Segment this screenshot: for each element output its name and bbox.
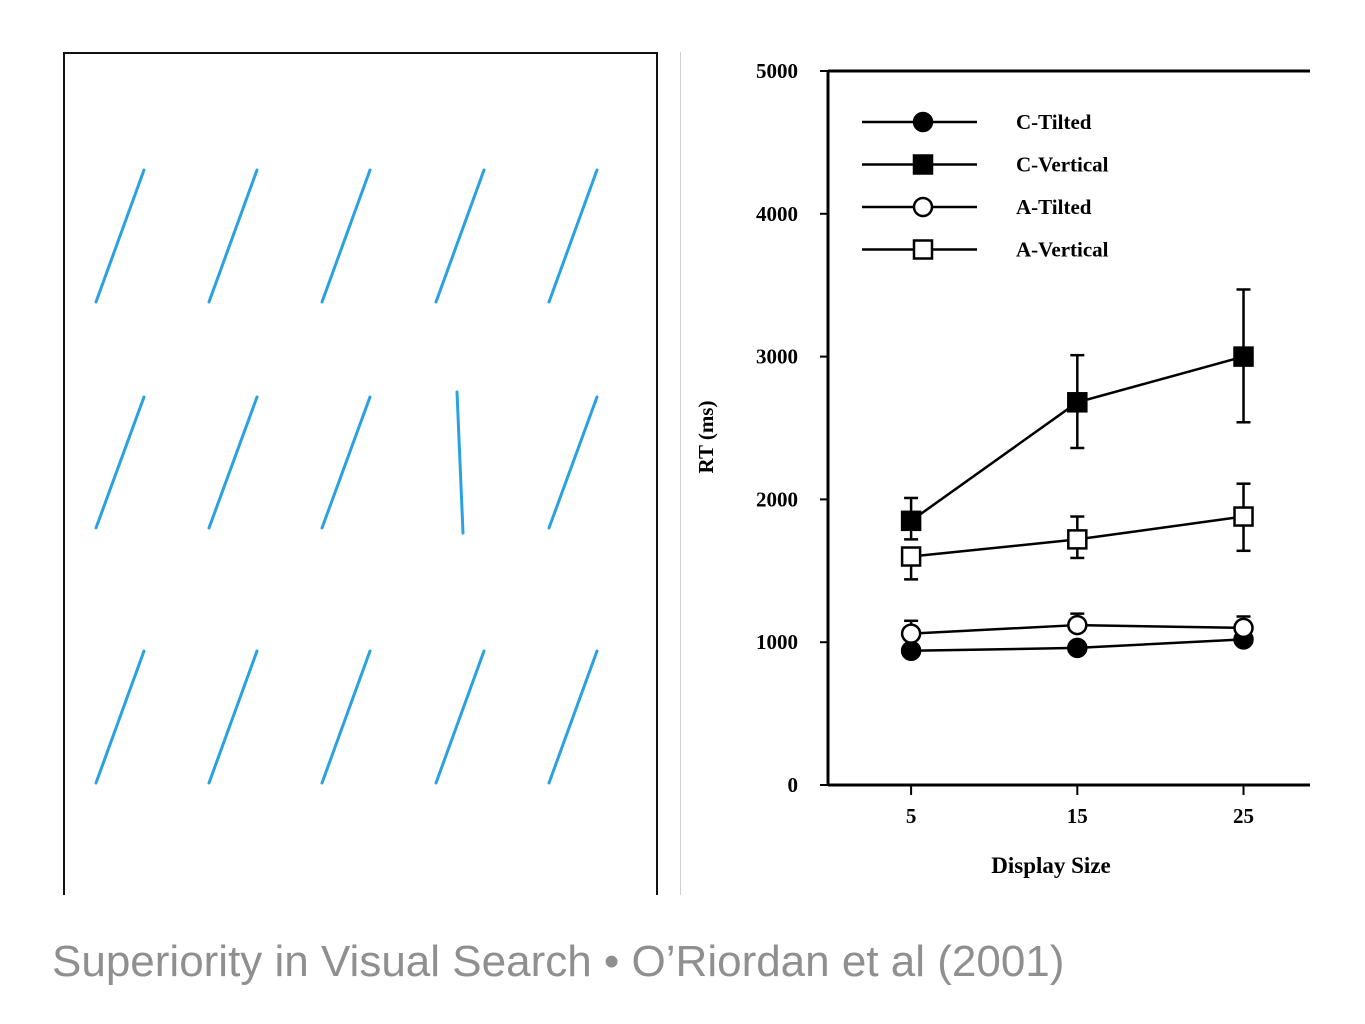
data-point-c-tilted xyxy=(1067,637,1088,659)
data-point-c-vertical xyxy=(1067,392,1088,413)
distractor-line xyxy=(94,649,146,785)
slide-caption: Superiority in Visual Search • O’Riordan… xyxy=(52,937,1065,986)
distractor-line xyxy=(547,649,599,785)
stimulus-frame-right xyxy=(656,52,658,895)
stimulus-frame-top xyxy=(63,52,658,54)
chart-legend: C-Tilted C-Vertical A-Tilted A-Vertical xyxy=(862,110,1109,262)
legend-marker xyxy=(912,154,934,175)
target-line xyxy=(455,390,465,535)
legend-marker xyxy=(912,111,934,133)
data-point-c-vertical xyxy=(1233,346,1254,367)
data-point-a-vertical xyxy=(1067,529,1088,550)
stimulus-panel xyxy=(63,52,658,895)
legend-marker xyxy=(912,239,934,260)
legend-label: A-Tilted xyxy=(1016,195,1092,219)
chart-series xyxy=(900,288,1254,662)
chart-axes xyxy=(826,69,1310,787)
data-point-c-vertical xyxy=(900,510,922,532)
data-point-c-tilted xyxy=(900,640,922,662)
y-tick-label: 5000 xyxy=(756,59,798,83)
distractor-line xyxy=(207,649,259,785)
data-point-a-tilted xyxy=(900,623,922,644)
y-tick-label: 3000 xyxy=(756,345,798,369)
y-tick-label: 1000 xyxy=(756,630,798,654)
legend-entry-a-vertical: A-Vertical xyxy=(862,238,1109,262)
series-a-vertical xyxy=(900,482,1254,581)
distractor-line xyxy=(320,649,372,785)
distractor-line xyxy=(434,649,486,785)
distractor-line xyxy=(434,168,486,304)
legend-label: C-Vertical xyxy=(1016,153,1109,177)
distractor-line xyxy=(94,168,146,304)
distractor-line xyxy=(547,395,599,530)
distractor-line xyxy=(94,395,146,530)
y-tick-label: 2000 xyxy=(756,487,798,511)
legend-label: A-Vertical xyxy=(1016,238,1109,262)
data-point-a-tilted xyxy=(1067,614,1088,636)
data-point-a-tilted xyxy=(1233,617,1254,639)
distractor-line xyxy=(320,395,372,530)
distractor-line xyxy=(547,168,599,304)
y-tick-label: 0 xyxy=(788,773,799,797)
y-tick-label: 4000 xyxy=(756,202,798,226)
legend-entry-c-vertical: C-Vertical xyxy=(862,153,1109,177)
x-tick-label: 5 xyxy=(906,804,917,828)
data-point-a-vertical xyxy=(900,546,922,567)
distractor-line xyxy=(320,168,372,304)
legend-entry-a-tilted: A-Tilted xyxy=(862,195,1092,219)
x-tick-label: 25 xyxy=(1233,804,1254,828)
legend-label: C-Tilted xyxy=(1016,110,1092,134)
panel-divider xyxy=(680,52,681,895)
x-axis-label: Display Size xyxy=(991,853,1110,878)
stimulus-lines xyxy=(94,168,599,785)
series-a-tilted xyxy=(900,612,1254,644)
stimulus-frame-left xyxy=(63,52,65,895)
distractor-line xyxy=(207,395,259,530)
legend-marker xyxy=(912,196,934,218)
series-c-vertical xyxy=(900,288,1254,541)
chart-ticks: 0 1000 2000 3000 4000 5000 5 15 25 xyxy=(756,59,1254,828)
data-point-a-vertical xyxy=(1233,506,1254,527)
y-axis-label: RT (ms) xyxy=(694,401,718,474)
legend-entry-c-tilted: C-Tilted xyxy=(862,110,1092,134)
x-tick-label: 15 xyxy=(1067,804,1088,828)
distractor-line xyxy=(207,168,259,304)
